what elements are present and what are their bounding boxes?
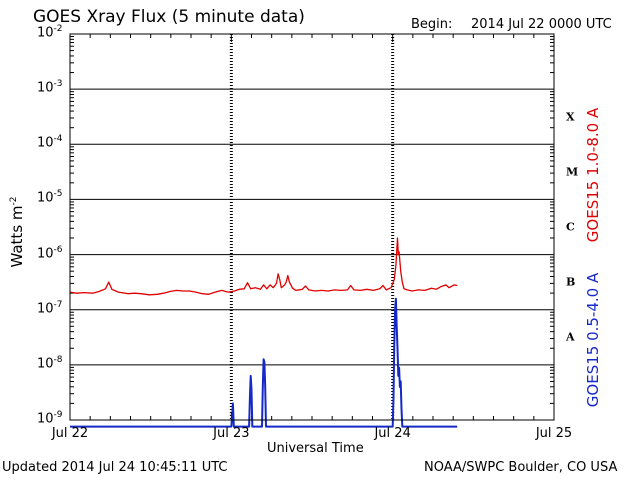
x-tick-label: Jul 22 <box>51 426 89 441</box>
y-tick-label: 10-9 <box>37 410 63 427</box>
y-tick-label: 10-5 <box>37 189 63 206</box>
series-layer <box>69 237 458 428</box>
credit-label: NOAA/SWPC Boulder, CO USA <box>424 460 618 475</box>
y-tick-label: 10-8 <box>37 354 63 372</box>
flare-class-c: C <box>566 220 575 234</box>
plot-frame <box>69 33 555 421</box>
y-tick-label: 10-4 <box>37 134 63 151</box>
begin-label: Begin: <box>411 17 453 32</box>
flare-class-a: A <box>566 330 575 344</box>
begin-value: 2014 Jul 22 0000 UTC <box>471 17 612 32</box>
updated-timestamp: Updated 2014 Jul 24 10:45:11 UTC <box>2 460 228 475</box>
x-tick-label: Jul 24 <box>374 426 411 441</box>
series-line-long <box>69 237 458 296</box>
flare-class-m: M <box>566 165 579 179</box>
y-tick-label: 10-7 <box>37 299 63 317</box>
flare-class-x: X <box>566 110 575 124</box>
x-tick-label: Jul 23 <box>213 426 250 441</box>
chart-title: GOES Xray Flux (5 minute data) <box>33 7 305 27</box>
flare-class-b: B <box>566 275 576 289</box>
x-axis-label: Universal Time <box>267 441 364 456</box>
series-line-short <box>70 297 458 428</box>
y-tick-label: 10-3 <box>37 79 63 96</box>
y-tick-label: 10-6 <box>37 244 63 261</box>
x-tick-label: Jul 25 <box>535 426 573 441</box>
y-tick-label: 10-2 <box>37 24 63 41</box>
y-axis-label: Watts m-2 <box>8 196 26 268</box>
legend-long-channel: GOES15 1.0-8.0 A <box>584 107 602 243</box>
legend-short-channel: GOES15 0.5-4.0 A <box>584 272 602 408</box>
grid-layer <box>69 33 555 421</box>
